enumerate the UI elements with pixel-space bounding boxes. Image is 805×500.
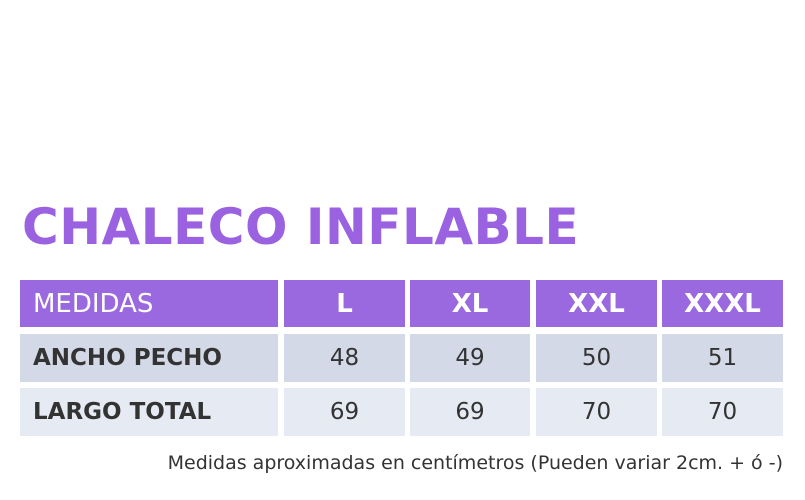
header-cell: L	[284, 280, 405, 327]
table-cell: 70	[662, 388, 783, 436]
table-cell: 50	[536, 334, 657, 382]
row-label: ANCHO PECHO	[20, 334, 278, 382]
header-cell: XXXL	[662, 280, 783, 327]
table-cell: 48	[284, 334, 405, 382]
header-cell: MEDIDAS	[20, 280, 278, 327]
footnote: Medidas aproximadas en centímetros (Pued…	[167, 452, 783, 474]
table-cell: 69	[410, 388, 530, 436]
title: CHALECO INFLABLE	[22, 198, 580, 256]
table-cell: 51	[662, 334, 783, 382]
table-cell: 70	[536, 388, 657, 436]
header-cell: XXL	[536, 280, 657, 327]
table-cell: 49	[410, 334, 530, 382]
row-label: LARGO TOTAL	[20, 388, 278, 436]
table-cell: 69	[284, 388, 405, 436]
header-cell: XL	[410, 280, 530, 327]
